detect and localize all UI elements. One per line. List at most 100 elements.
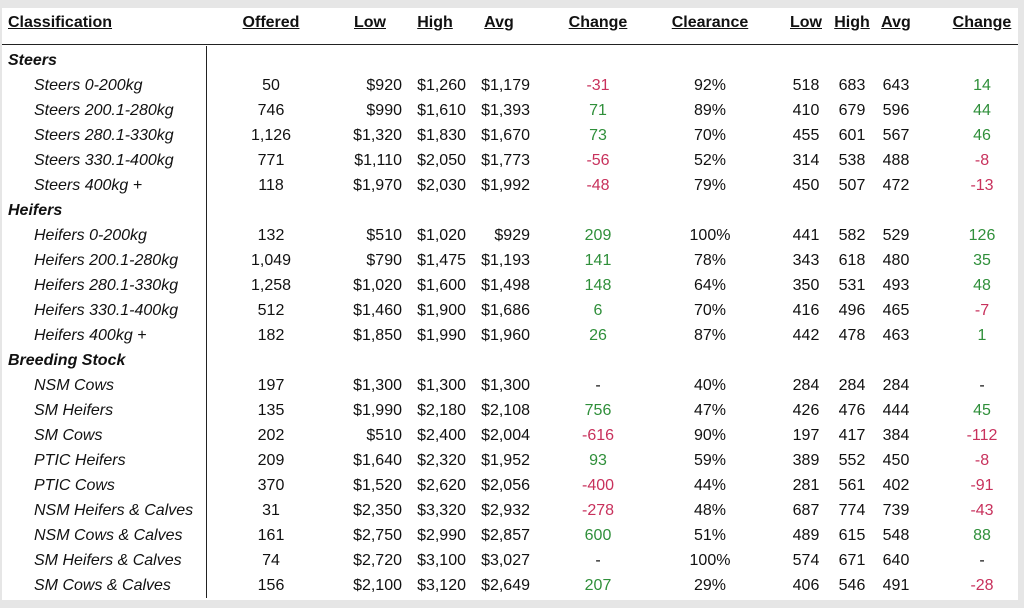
cell-classification: Steers 200.1-280kg bbox=[34, 102, 174, 119]
header-price-change: Change bbox=[568, 14, 628, 31]
cell-clearance: 51% bbox=[693, 527, 727, 544]
header-low-weight: Low bbox=[790, 14, 822, 31]
cell-low-price: $2,350 bbox=[353, 502, 402, 519]
cell-avg-weight: 529 bbox=[882, 227, 910, 244]
section-header-row: Steers bbox=[2, 48, 1018, 73]
header-divider bbox=[2, 44, 1018, 45]
cell-classification: Heifers 330.1-400kg bbox=[34, 302, 179, 319]
cell-offered: 74 bbox=[262, 552, 280, 569]
cell-high-weight: 679 bbox=[838, 102, 866, 119]
section-title: Heifers bbox=[8, 202, 63, 219]
cell-avg-weight: 463 bbox=[882, 327, 910, 344]
cell-high-price: $3,100 bbox=[417, 552, 466, 569]
cell-high-weight: 507 bbox=[838, 177, 866, 194]
cell-avg-weight: 596 bbox=[882, 102, 910, 119]
cell-high-price: $1,020 bbox=[417, 227, 466, 244]
cell-price-change: - bbox=[595, 552, 601, 569]
table-row: PTIC Heifers 209 $1,640 $2,320 $1,952 93 59% 38… bbox=[2, 448, 1018, 473]
cell-low-weight: 406 bbox=[792, 577, 820, 594]
cell-low-weight: 687 bbox=[792, 502, 820, 519]
cell-low-price: $990 bbox=[366, 102, 402, 119]
cell-classification: PTIC Cows bbox=[34, 477, 115, 494]
cell-high-price: $1,830 bbox=[417, 127, 466, 144]
cell-low-weight: 284 bbox=[792, 377, 820, 394]
cell-avg-weight: 488 bbox=[882, 152, 910, 169]
cell-price-change: 6 bbox=[593, 302, 603, 319]
cell-offered: 370 bbox=[257, 477, 285, 494]
cell-high-weight: 531 bbox=[838, 277, 866, 294]
cell-low-weight: 343 bbox=[792, 252, 820, 269]
cell-high-price: $2,400 bbox=[417, 427, 466, 444]
cell-high-weight: 478 bbox=[838, 327, 866, 344]
cell-weight-change: 88 bbox=[973, 527, 991, 544]
cell-offered: 118 bbox=[258, 177, 284, 194]
cell-avg-price: $2,108 bbox=[481, 402, 530, 419]
cell-offered: 1,258 bbox=[250, 277, 292, 294]
classification-column-divider bbox=[206, 46, 207, 598]
table-row: Steers 0-200kg 50 $920 $1,260 $1,179 -31 92% 51… bbox=[2, 73, 1018, 98]
cell-low-weight: 314 bbox=[792, 152, 820, 169]
cell-avg-price: $929 bbox=[494, 227, 530, 244]
cell-clearance: 92% bbox=[693, 77, 727, 94]
cell-high-weight: 671 bbox=[838, 552, 866, 569]
header-clearance: Clearance bbox=[671, 14, 749, 31]
cell-price-change: 756 bbox=[584, 402, 612, 419]
cell-offered: 771 bbox=[257, 152, 285, 169]
cell-clearance: 70% bbox=[693, 127, 727, 144]
cell-avg-weight: 472 bbox=[882, 177, 910, 194]
cell-avg-price: $1,992 bbox=[481, 177, 530, 194]
cell-weight-change: - bbox=[979, 377, 985, 394]
header-classification: Classification bbox=[8, 14, 113, 31]
cell-price-change: 93 bbox=[589, 452, 607, 469]
table-row: SM Heifers 135 $1,990 $2,180 $2,108 756 47% 426… bbox=[2, 398, 1018, 423]
cell-low-price: $2,100 bbox=[353, 577, 402, 594]
cell-clearance: 89% bbox=[693, 102, 727, 119]
cell-avg-price: $1,498 bbox=[481, 277, 530, 294]
cell-price-change: -56 bbox=[586, 152, 610, 169]
cell-high-price: $2,050 bbox=[417, 152, 466, 169]
cell-clearance: 40% bbox=[693, 377, 727, 394]
cell-price-change: 209 bbox=[584, 227, 612, 244]
cell-high-price: $2,180 bbox=[417, 402, 466, 419]
cell-offered: 746 bbox=[257, 102, 285, 119]
cell-high-weight: 601 bbox=[838, 127, 866, 144]
cell-avg-weight: 480 bbox=[882, 252, 910, 269]
cell-avg-price: $2,004 bbox=[481, 427, 530, 444]
table-row: Steers 280.1-330kg 1,126 $1,320 $1,830 $1,67… bbox=[2, 123, 1018, 148]
table-row: SM Cows & Calves 156 $2,100 $3,120 $2,649 207… bbox=[2, 573, 1018, 598]
cell-clearance: 79% bbox=[693, 177, 727, 194]
cell-high-price: $2,030 bbox=[417, 177, 466, 194]
cell-high-weight: 683 bbox=[838, 77, 866, 94]
cell-offered: 197 bbox=[257, 377, 285, 394]
cell-avg-price: $1,952 bbox=[481, 452, 530, 469]
cell-avg-price: $1,393 bbox=[481, 102, 530, 119]
cell-low-weight: 450 bbox=[792, 177, 820, 194]
cell-classification: Heifers 280.1-330kg bbox=[34, 277, 179, 294]
cell-classification: Heifers 0-200kg bbox=[34, 227, 147, 244]
cell-offered: 135 bbox=[257, 402, 285, 419]
cell-weight-change: 1 bbox=[977, 327, 987, 344]
cell-weight-change: -91 bbox=[970, 477, 994, 494]
header-avg-price: Avg bbox=[484, 14, 514, 31]
cell-clearance: 47% bbox=[693, 402, 727, 419]
cell-high-weight: 284 bbox=[838, 377, 866, 394]
cell-weight-change: -8 bbox=[974, 152, 990, 169]
cell-clearance: 44% bbox=[693, 477, 727, 494]
cell-price-change: -31 bbox=[586, 77, 610, 94]
table-row: Steers 400kg + 118 $1,970 $2,030 $1,992 -48 79… bbox=[2, 173, 1018, 198]
cell-avg-weight: 548 bbox=[882, 527, 910, 544]
cell-low-weight: 441 bbox=[792, 227, 820, 244]
cell-price-change: 73 bbox=[589, 127, 607, 144]
cell-classification: NSM Cows & Calves bbox=[34, 527, 183, 544]
cell-weight-change: 126 bbox=[968, 227, 996, 244]
header-high-price: High bbox=[417, 14, 453, 31]
cell-avg-price: $1,179 bbox=[481, 77, 530, 94]
cell-classification: Steers 400kg + bbox=[34, 177, 143, 194]
cell-avg-weight: 450 bbox=[882, 452, 910, 469]
cell-low-weight: 442 bbox=[792, 327, 820, 344]
cell-high-weight: 615 bbox=[838, 527, 866, 544]
cell-low-weight: 281 bbox=[792, 477, 820, 494]
cell-weight-change: 48 bbox=[973, 277, 991, 294]
cell-price-change: -278 bbox=[581, 502, 615, 519]
cell-low-price: $1,110 bbox=[354, 152, 402, 169]
